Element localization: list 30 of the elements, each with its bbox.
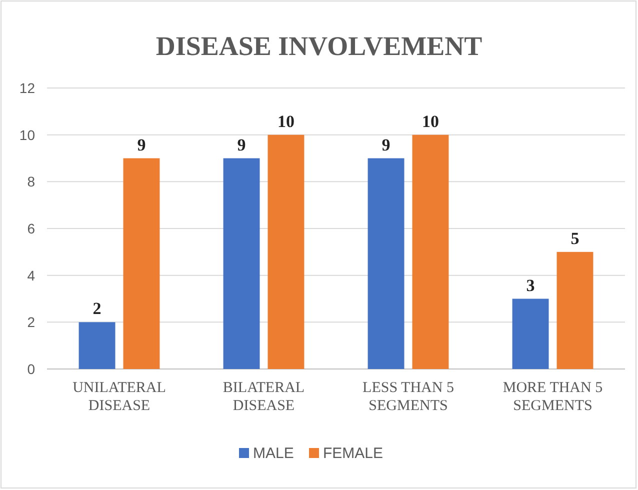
bar [412,134,449,369]
data-label: 9 [237,135,246,154]
y-tick-label: 2 [27,314,36,330]
bar [512,298,549,369]
data-label: 3 [526,276,535,295]
bar [556,252,594,369]
data-label: 10 [277,112,294,131]
chart-title: DISEASE INVOLVEMENT [156,31,482,61]
bar [223,158,260,369]
x-tick-label: BILATERAL DISEASE [222,380,305,414]
data-label: 2 [92,299,102,318]
y-tick-label: 6 [27,220,36,236]
bar [368,158,404,369]
legend-label: MALE [253,445,294,462]
bar [123,158,160,369]
x-tick-label: LESS THAN 5 SEGMENTS [362,380,454,414]
legend-label: FEMALE [323,445,384,462]
y-tick-label: 12 [19,80,36,96]
x-tick-label: MORE THAN 5 SEGMENTS [502,380,603,414]
data-label: 9 [137,135,146,154]
y-tick-label: 10 [19,126,36,143]
y-tick-label: 0 [27,361,36,377]
y-tick-label: 8 [27,174,36,190]
data-label: 5 [570,228,580,248]
data-label: 9 [382,135,390,154]
bar [268,134,304,369]
y-tick-label: 4 [27,267,36,284]
x-tick-label: UNILATERAL DISEASE [72,380,166,414]
bar [78,322,116,369]
data-label: 10 [422,112,439,131]
